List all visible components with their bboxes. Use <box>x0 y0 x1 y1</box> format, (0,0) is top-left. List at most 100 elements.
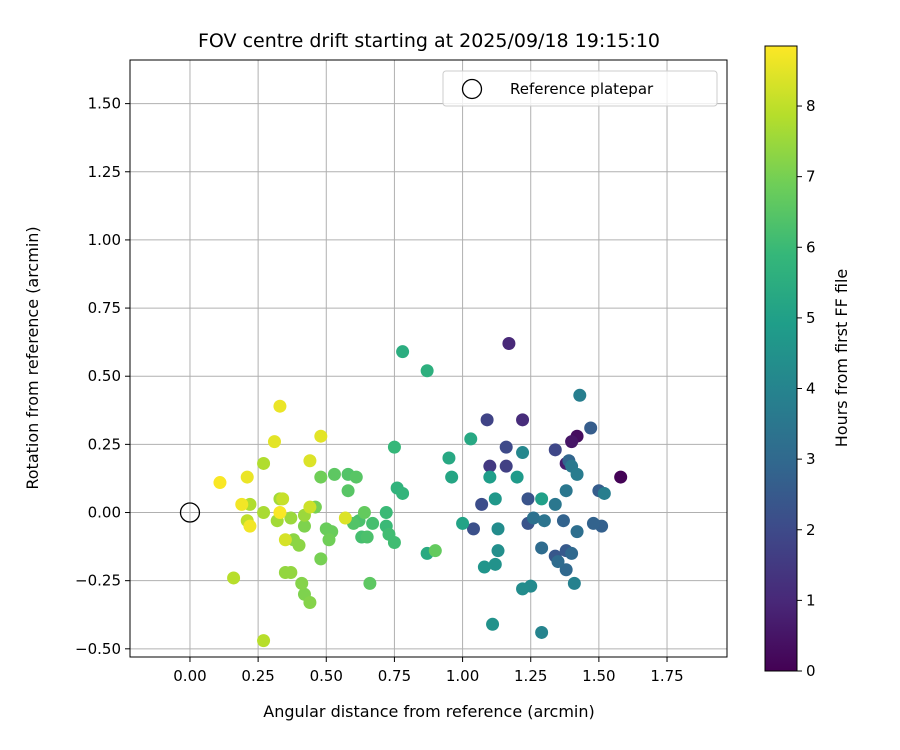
scatter-point <box>240 470 254 484</box>
legend: Reference platepar <box>442 70 718 107</box>
scatter-points <box>213 337 628 648</box>
scatter-point <box>322 533 336 547</box>
scatter-point <box>442 451 456 465</box>
scatter-point <box>499 440 513 454</box>
x-axis-label: Angular distance from reference (arcmin) <box>263 702 594 721</box>
y-tick-label: 0.75 <box>88 299 121 317</box>
scatter-point <box>521 492 535 506</box>
scatter-point <box>243 519 257 533</box>
x-tick-label: 0.00 <box>173 667 206 685</box>
scatter-point <box>483 459 497 473</box>
scatter-point <box>488 492 502 506</box>
scatter-point <box>278 533 292 547</box>
scatter-point <box>227 571 241 585</box>
scatter-point <box>559 484 573 498</box>
reference-marker-group <box>179 502 201 523</box>
scatter-point <box>303 595 317 609</box>
scatter-point <box>483 470 497 484</box>
scatter-point <box>570 525 584 539</box>
colorbar-tick-label: 2 <box>806 521 816 539</box>
scatter-point <box>548 443 562 457</box>
scatter-point <box>338 511 352 525</box>
scatter-point <box>535 492 549 506</box>
scatter-point <box>235 497 249 511</box>
scatter-point <box>456 516 470 530</box>
scatter-point <box>480 413 494 427</box>
x-tick-label: 0.25 <box>241 667 274 685</box>
scatter-point <box>428 544 442 558</box>
x-tick-label: 1.25 <box>514 667 547 685</box>
scatter-point <box>516 446 530 460</box>
scatter-point <box>491 522 505 536</box>
x-tick-label: 0.50 <box>310 667 343 685</box>
scatter-point <box>295 576 309 590</box>
colorbar: 0 1 2 3 4 5 6 7 8 Hours from first FF file <box>764 45 851 680</box>
scatter-point <box>319 522 333 536</box>
y-tick-label: 1.50 <box>88 95 121 113</box>
y-axis-ticks: −0.50 −0.25 0.00 0.25 0.50 0.75 1.00 1.25 1.50 <box>75 95 130 658</box>
scatter-point <box>570 467 584 481</box>
scatter-point <box>486 617 500 631</box>
scatter-point <box>477 560 491 574</box>
legend-label: Reference platepar <box>510 80 654 98</box>
colorbar-tick-label: 4 <box>806 380 816 398</box>
scatter-point <box>475 497 489 511</box>
y-tick-label: 0.00 <box>88 504 121 522</box>
scatter-point <box>284 511 298 525</box>
x-tick-label: 0.75 <box>378 667 411 685</box>
y-tick-label: 1.25 <box>88 163 121 181</box>
scatter-point <box>349 470 363 484</box>
scatter-point <box>464 432 478 446</box>
scatter-point <box>516 413 530 427</box>
scatter-point <box>303 454 317 468</box>
y-tick-label: 1.00 <box>88 231 121 249</box>
y-tick-label: 0.25 <box>88 435 121 453</box>
scatter-point <box>396 486 410 500</box>
scatter-point <box>537 514 551 528</box>
scatter-point <box>551 555 565 569</box>
scatter-point <box>535 541 549 555</box>
y-tick-label: −0.25 <box>75 572 121 590</box>
scatter-point <box>614 470 628 484</box>
scatter-point <box>341 484 355 498</box>
legend-reference-marker <box>461 78 483 100</box>
scatter-point <box>276 492 290 506</box>
scatter-point <box>502 337 516 351</box>
plot-area: 0.00 0.25 0.50 0.75 1.00 1.25 1.50 1.75 −0.50−0… <box>75 59 728 685</box>
colorbar-tick-label: 5 <box>806 309 816 327</box>
scatter-point <box>526 511 540 525</box>
scatter-point <box>584 421 598 435</box>
scatter-point <box>257 506 271 520</box>
scatter-point <box>297 519 311 533</box>
scatter-point <box>314 429 328 443</box>
scatter-point <box>213 476 227 490</box>
scatter-point <box>363 576 377 590</box>
scatter-point <box>278 565 292 579</box>
scatter-point <box>267 435 281 449</box>
scatter-point <box>366 516 380 530</box>
scatter-point <box>314 470 328 484</box>
scatter-point <box>387 536 401 550</box>
colorbar-tick-label: 1 <box>806 591 816 609</box>
legend-box <box>442 70 718 107</box>
x-axis-ticks: 0.00 0.25 0.50 0.75 1.00 1.25 1.50 1.75 <box>173 657 684 685</box>
plot-background <box>130 60 727 657</box>
colorbar-label: Hours from first FF file <box>832 269 851 448</box>
x-tick-label: 1.75 <box>650 667 683 685</box>
scatter-point <box>360 530 374 544</box>
colorbar-tick-label: 7 <box>806 168 816 186</box>
scatter-point <box>445 470 459 484</box>
y-tick-label: 0.50 <box>88 367 121 385</box>
colorbar-tick-label: 8 <box>806 97 816 115</box>
scatter-point <box>379 506 393 520</box>
colorbar-tick-label: 0 <box>806 662 816 680</box>
scatter-point <box>597 486 611 500</box>
scatter-point <box>396 345 410 359</box>
scatter-point <box>567 576 581 590</box>
scatter-point <box>573 388 587 402</box>
scatter-point <box>565 546 579 560</box>
scatter-point <box>466 522 480 536</box>
colorbar-tick-label: 6 <box>806 238 816 256</box>
y-axis-label: Rotation from reference (arcmin) <box>23 226 42 489</box>
scatter-point <box>559 563 573 577</box>
